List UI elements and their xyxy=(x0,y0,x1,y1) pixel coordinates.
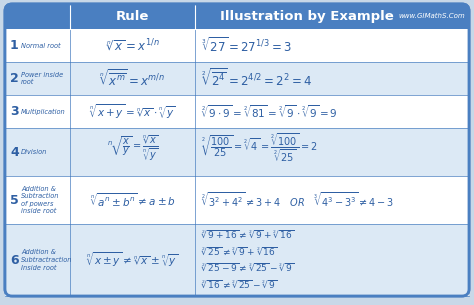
Text: Rule: Rule xyxy=(116,10,149,23)
Text: $\sqrt[2]{25} \neq \sqrt[2]{9} + \sqrt[2]{16}$: $\sqrt[2]{25} \neq \sqrt[2]{9} + \sqrt[2… xyxy=(201,245,277,257)
FancyBboxPatch shape xyxy=(5,4,469,29)
Text: $\sqrt[2]{9 \cdot 9} = \sqrt[2]{81} = \sqrt[2]{9} \cdot \sqrt[2]{9} = 9$: $\sqrt[2]{9 \cdot 9} = \sqrt[2]{81} = \s… xyxy=(201,103,337,120)
Text: 6: 6 xyxy=(10,253,18,267)
Text: $\sqrt[2]{16} \neq \sqrt[2]{25} - \sqrt[2]{9}$: $\sqrt[2]{16} \neq \sqrt[2]{25} - \sqrt[… xyxy=(201,278,277,290)
Text: 1: 1 xyxy=(10,39,19,52)
Text: 5: 5 xyxy=(10,193,19,206)
Text: Power inside
root: Power inside root xyxy=(21,72,63,85)
Text: $\sqrt[3]{27} = 27^{1/3} = 3$: $\sqrt[3]{27} = 27^{1/3} = 3$ xyxy=(201,36,292,55)
Text: $\sqrt[n]{a^n \pm b^n} \neq a \pm b$: $\sqrt[n]{a^n \pm b^n} \neq a \pm b$ xyxy=(90,191,175,209)
Text: Addition &
Subtraction
of powers
inside root: Addition & Subtraction of powers inside … xyxy=(21,186,60,214)
Bar xyxy=(5,62,469,95)
Bar xyxy=(5,224,469,296)
Bar xyxy=(5,95,469,128)
Text: Multiplication: Multiplication xyxy=(21,109,66,115)
Text: $\sqrt[2]{3^2+4^2} \neq 3+4 \quad OR \quad \sqrt[3]{4^3-3^3} \neq 4-3$: $\sqrt[2]{3^2+4^2} \neq 3+4 \quad OR \qu… xyxy=(201,191,394,209)
Text: Normal root: Normal root xyxy=(21,42,61,48)
Bar xyxy=(5,29,469,62)
Text: $\sqrt[n]{x \pm y} \neq \sqrt[n]{x} \pm \sqrt[n]{y}$: $\sqrt[n]{x \pm y} \neq \sqrt[n]{x} \pm … xyxy=(86,251,179,269)
Text: $\sqrt[2]{\dfrac{100}{25}} = \sqrt[2]{4} = \dfrac{\sqrt[2]{100}}{\sqrt[2]{25}} =: $\sqrt[2]{\dfrac{100}{25}} = \sqrt[2]{4}… xyxy=(201,132,318,164)
Text: Addition &
Subtractraction
Inside root: Addition & Subtractraction Inside root xyxy=(21,249,73,271)
Text: $\sqrt[2]{\overline{2^4}} = 2^{4/2} = 2^2 = 4$: $\sqrt[2]{\overline{2^4}} = 2^{4/2} = 2^… xyxy=(201,68,312,89)
Text: $\sqrt[n]{x+y} = \sqrt[n]{x} \cdot \sqrt[n]{y}$: $\sqrt[n]{x+y} = \sqrt[n]{x} \cdot \sqrt… xyxy=(89,102,176,121)
Text: $\sqrt[n]{x} = x^{1/n}$: $\sqrt[n]{x} = x^{1/n}$ xyxy=(106,38,159,54)
Text: 2: 2 xyxy=(10,72,19,85)
Text: Illustration by Example: Illustration by Example xyxy=(220,10,394,23)
Text: www.GIMathS.Com: www.GIMathS.Com xyxy=(398,13,465,20)
Text: $\sqrt[n]{\overline{x^m}} = x^{m/n}$: $\sqrt[n]{\overline{x^m}} = x^{m/n}$ xyxy=(100,68,165,89)
FancyBboxPatch shape xyxy=(5,4,469,296)
Bar xyxy=(5,176,469,224)
Text: $^n\!\sqrt{\dfrac{x}{y}} = \dfrac{\sqrt[n]{x}}{\sqrt[n]{y}}$: $^n\!\sqrt{\dfrac{x}{y}} = \dfrac{\sqrt[… xyxy=(107,133,158,163)
Bar xyxy=(5,128,469,176)
Text: Division: Division xyxy=(21,149,47,155)
Bar xyxy=(5,16,469,29)
Text: $\sqrt[2]{25-9} \neq \sqrt[2]{25} - \sqrt[2]{9}$: $\sqrt[2]{25-9} \neq \sqrt[2]{25} - \sqr… xyxy=(201,262,294,274)
Text: 3: 3 xyxy=(10,105,18,118)
Text: $\sqrt[2]{9+16} \neq \sqrt[2]{9} + \sqrt[2]{16}$: $\sqrt[2]{9+16} \neq \sqrt[2]{9} + \sqrt… xyxy=(201,228,294,240)
Text: 4: 4 xyxy=(10,145,19,159)
